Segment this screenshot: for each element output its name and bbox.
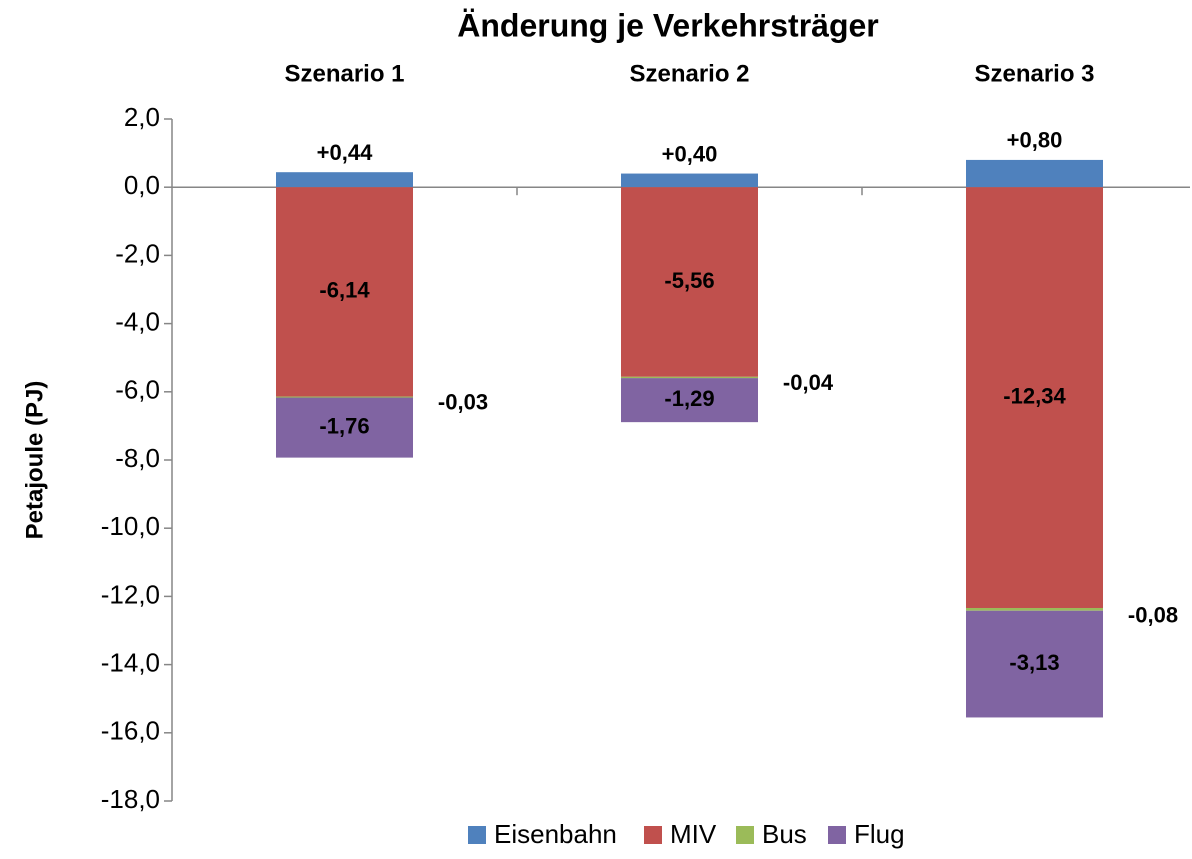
- bar-segment: [966, 159, 1103, 188]
- data-label: -0,08: [1128, 603, 1178, 628]
- y-axis-label: Petajoule (PJ): [21, 381, 48, 540]
- bar-segment: [621, 187, 758, 377]
- bar-segment: [276, 397, 413, 458]
- bar-segment: [276, 396, 413, 399]
- data-label: -0,04: [783, 370, 834, 395]
- bar-segment: [621, 376, 758, 379]
- y-tick-label: 2,0: [124, 102, 160, 132]
- data-label: +0,80: [1007, 128, 1063, 153]
- y-tick-label: -6,0: [115, 375, 160, 405]
- y-tick-label: -8,0: [115, 443, 160, 473]
- category-label: Szenario 3: [974, 60, 1094, 87]
- data-label: -12,34: [1003, 383, 1066, 408]
- data-label: +0,44: [317, 140, 373, 165]
- data-label: -5,56: [664, 268, 714, 293]
- bar-segment: [966, 187, 1103, 608]
- legend-label: Flug: [854, 819, 905, 849]
- legend-swatch: [468, 826, 486, 844]
- data-label: -6,14: [319, 278, 370, 303]
- y-tick-label: -14,0: [101, 647, 160, 677]
- chart-title: Änderung je Verkehrsträger: [457, 7, 878, 43]
- bar-segment: [276, 187, 413, 397]
- legend-label: Bus: [762, 819, 807, 849]
- data-label: +0,40: [662, 141, 718, 166]
- bar-segment: [621, 378, 758, 423]
- bar-segment: [966, 607, 1103, 611]
- legend-swatch: [736, 826, 754, 844]
- data-label: -1,29: [664, 386, 714, 411]
- legend-swatch: [828, 826, 846, 844]
- y-tick-label: -4,0: [115, 306, 160, 336]
- y-tick-label: 0,0: [124, 170, 160, 200]
- legend-label: MIV: [670, 819, 717, 849]
- y-tick-label: -10,0: [101, 511, 160, 541]
- category-label: Szenario 2: [629, 60, 749, 87]
- bar-segment: [276, 172, 413, 188]
- bar-segment: [621, 173, 758, 188]
- data-label: -1,76: [319, 413, 369, 438]
- category-label: Szenario 1: [284, 60, 404, 87]
- y-tick-label: -12,0: [101, 579, 160, 609]
- y-tick-label: -18,0: [101, 784, 160, 814]
- legend-swatch: [644, 826, 662, 844]
- data-label: -3,13: [1009, 650, 1059, 675]
- data-label: -0,03: [438, 389, 488, 414]
- bar-segment: [966, 610, 1103, 718]
- y-tick-label: -2,0: [115, 238, 160, 268]
- legend-label: Eisenbahn: [494, 819, 617, 849]
- y-tick-label: -16,0: [101, 716, 160, 746]
